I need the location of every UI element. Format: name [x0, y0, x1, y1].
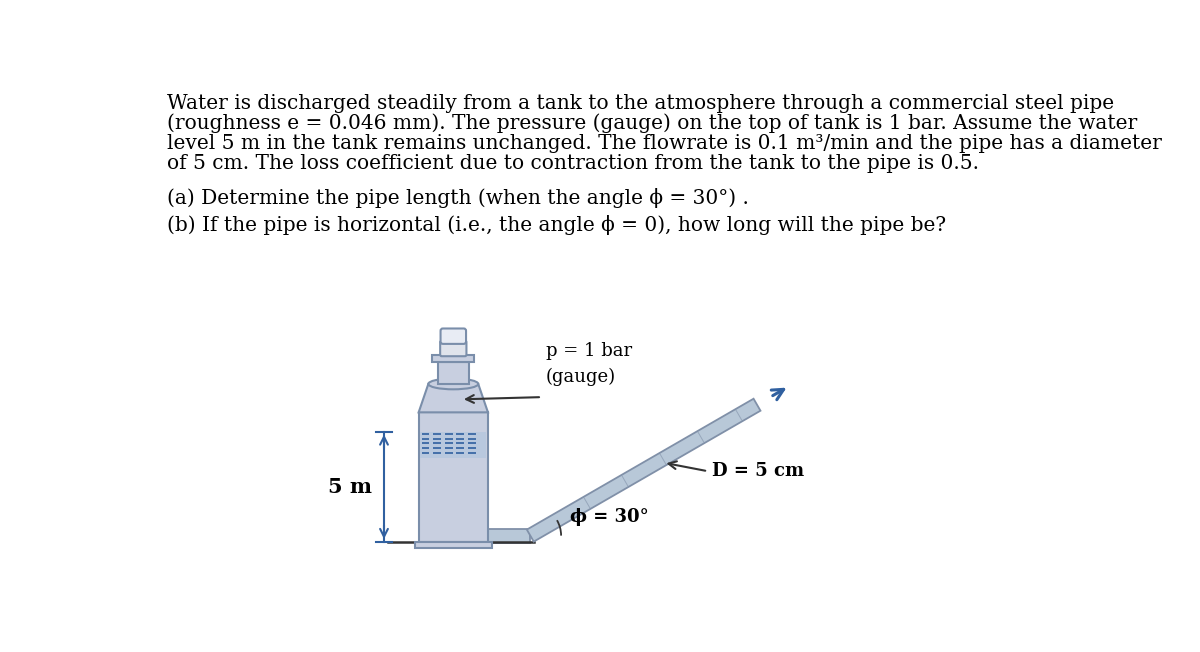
FancyBboxPatch shape: [415, 542, 492, 548]
Polygon shape: [527, 399, 761, 542]
Polygon shape: [488, 529, 530, 542]
FancyBboxPatch shape: [432, 355, 474, 363]
FancyBboxPatch shape: [420, 432, 486, 458]
Text: ϕ = 30°: ϕ = 30°: [570, 509, 649, 526]
Text: Water is discharged steadily from a tank to the atmosphere through a commercial : Water is discharged steadily from a tank…: [167, 94, 1114, 113]
Text: D = 5 cm: D = 5 cm: [712, 462, 804, 481]
FancyBboxPatch shape: [440, 329, 466, 344]
FancyBboxPatch shape: [440, 341, 467, 356]
Text: level 5 m in the tank remains unchanged. The flowrate is 0.1 m³/min and the pipe: level 5 m in the tank remains unchanged.…: [167, 134, 1162, 153]
Polygon shape: [419, 384, 488, 412]
Text: (a) Determine the pipe length (when the angle ϕ = 30°) .: (a) Determine the pipe length (when the …: [167, 188, 749, 207]
Text: (roughness e = 0.046 mm). The pressure (gauge) on the top of tank is 1 bar. Assu: (roughness e = 0.046 mm). The pressure (…: [167, 113, 1138, 133]
Text: (b) If the pipe is horizontal (i.e., the angle ϕ = 0), how long will the pipe be: (b) If the pipe is horizontal (i.e., the…: [167, 215, 946, 235]
Text: p = 1 bar
(gauge): p = 1 bar (gauge): [546, 342, 632, 385]
Text: 5 m: 5 m: [329, 477, 372, 497]
Ellipse shape: [428, 379, 479, 389]
Text: of 5 cm. The loss coefficient due to contraction from the tank to the pipe is 0.: of 5 cm. The loss coefficient due to con…: [167, 154, 979, 173]
FancyBboxPatch shape: [419, 412, 488, 542]
FancyBboxPatch shape: [438, 363, 469, 384]
